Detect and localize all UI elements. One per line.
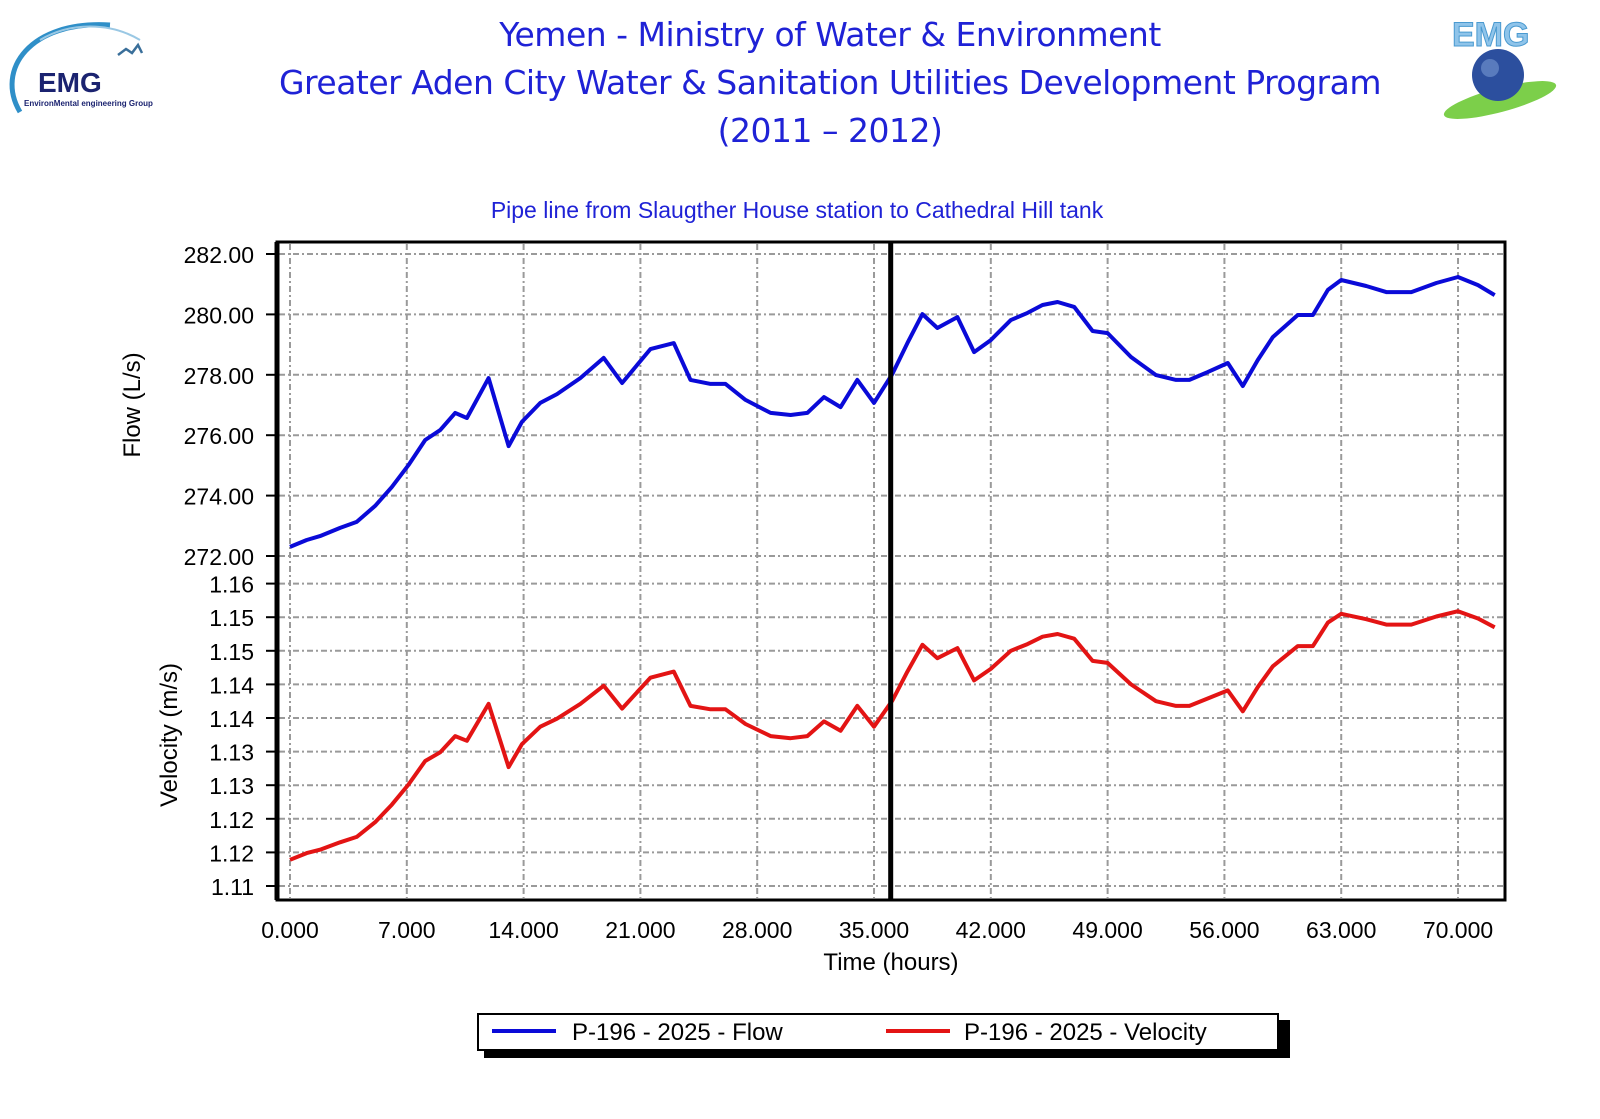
x-tick-label: 56.000 bbox=[1189, 917, 1259, 943]
x-tick-label: 28.000 bbox=[722, 917, 792, 943]
x-tick-label: 35.000 bbox=[839, 917, 909, 943]
svg-text:EMG: EMG bbox=[38, 67, 102, 98]
velocity-tick-label: 1.14 bbox=[209, 672, 254, 698]
velocity-axis-label: Velocity (m/s) bbox=[156, 663, 183, 807]
velocity-tick-label: 1.13 bbox=[209, 740, 254, 766]
flow-tick-label: 278.00 bbox=[184, 363, 254, 389]
velocity-tick-label: 1.14 bbox=[209, 706, 254, 732]
axis-ticks: 0.000 7.000 14.000 21.000 28.000 35.000 42.000… bbox=[184, 242, 1494, 943]
flow-tick-label: 282.00 bbox=[184, 242, 254, 268]
flow-tick-label: 276.00 bbox=[184, 423, 254, 449]
velocity-tick-label: 1.12 bbox=[209, 807, 254, 833]
legend-flow-label: P-196 - 2025 - Flow bbox=[572, 1019, 783, 1046]
emg-logo-left: EMG EnvironMental engineering Group bbox=[9, 22, 153, 114]
svg-text:EMG: EMG bbox=[1452, 16, 1529, 54]
header-ministry: Yemen - Ministry of Water & Environment bbox=[499, 15, 1161, 54]
velocity-tick-label: 1.11 bbox=[211, 874, 254, 900]
globe-icon bbox=[1472, 49, 1524, 101]
x-tick-label: 0.000 bbox=[261, 917, 319, 943]
velocity-tick-label: 1.16 bbox=[209, 572, 254, 598]
legend: P-196 - 2025 - Flow P-196 - 2025 - Veloc… bbox=[477, 1013, 1290, 1058]
velocity-tick-label: 1.13 bbox=[209, 773, 254, 799]
x-tick-label: 49.000 bbox=[1072, 917, 1142, 943]
velocity-tick-label: 1.15 bbox=[209, 605, 254, 631]
header-years: (2011 – 2012) bbox=[717, 111, 943, 150]
flow-axis-label: Flow (L/s) bbox=[119, 352, 146, 457]
x-tick-label: 70.000 bbox=[1423, 917, 1493, 943]
legend-velocity-label: P-196 - 2025 - Velocity bbox=[964, 1019, 1207, 1046]
x-tick-label: 14.000 bbox=[488, 917, 558, 943]
x-axis-label: Time (hours) bbox=[823, 949, 958, 976]
x-tick-label: 21.000 bbox=[605, 917, 675, 943]
emg-logo-right: EMG bbox=[1443, 16, 1557, 119]
bird-icon bbox=[117, 42, 144, 56]
flow-tick-label: 274.00 bbox=[184, 484, 254, 510]
flow-tick-label: 280.00 bbox=[184, 302, 254, 328]
chart-title: Pipe line from Slaugther House station t… bbox=[491, 197, 1104, 223]
flow-tick-label: 272.00 bbox=[184, 544, 254, 570]
velocity-tick-label: 1.12 bbox=[209, 840, 254, 866]
x-tick-label: 42.000 bbox=[956, 917, 1026, 943]
x-tick-label: 63.000 bbox=[1306, 917, 1376, 943]
velocity-tick-label: 1.15 bbox=[209, 639, 254, 665]
header-program: Greater Aden City Water & Sanitation Uti… bbox=[278, 63, 1382, 102]
x-tick-label: 7.000 bbox=[378, 917, 436, 943]
svg-text:EnvironMental engineering Grou: EnvironMental engineering Group bbox=[24, 99, 153, 108]
